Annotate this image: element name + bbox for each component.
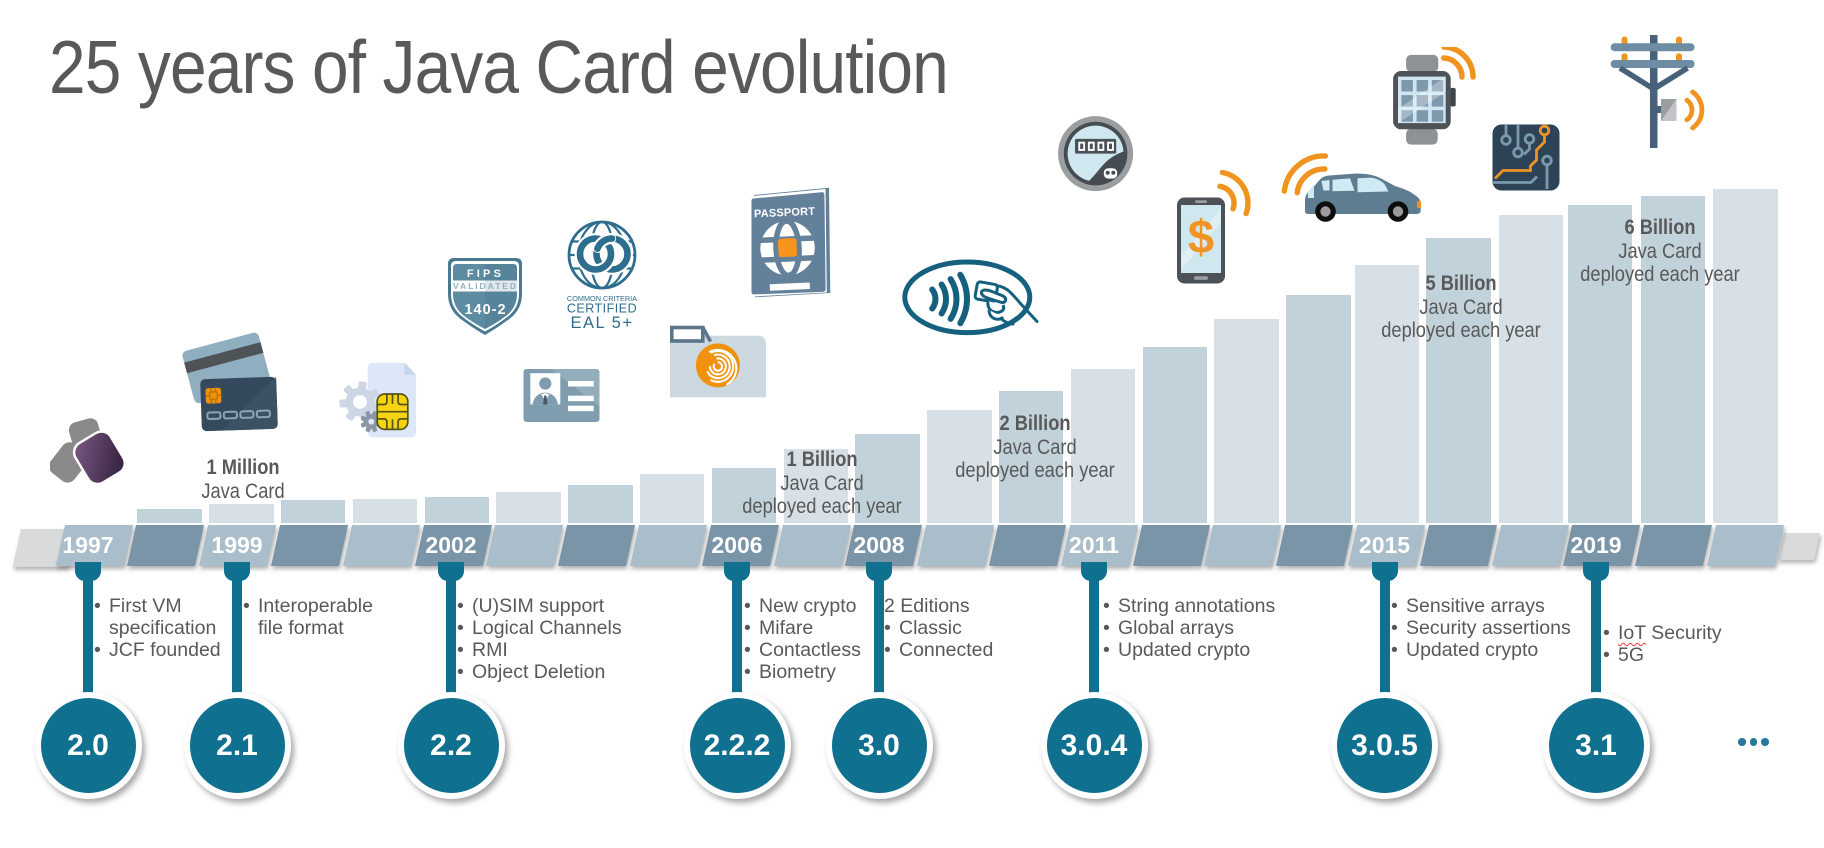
svg-text:PASSPORT: PASSPORT: [754, 206, 816, 221]
svg-text:FIPS: FIPS: [467, 268, 504, 280]
svg-text:VALIDATED: VALIDATED: [453, 281, 518, 291]
svg-text:COMMON CRITERIA: COMMON CRITERIA: [567, 294, 637, 303]
svg-text:EAL 5+: EAL 5+: [571, 314, 634, 332]
svg-text:140-2: 140-2: [464, 302, 506, 318]
svg-text:$: $: [1188, 210, 1214, 263]
svg-text:CERTIFIED: CERTIFIED: [567, 302, 637, 316]
